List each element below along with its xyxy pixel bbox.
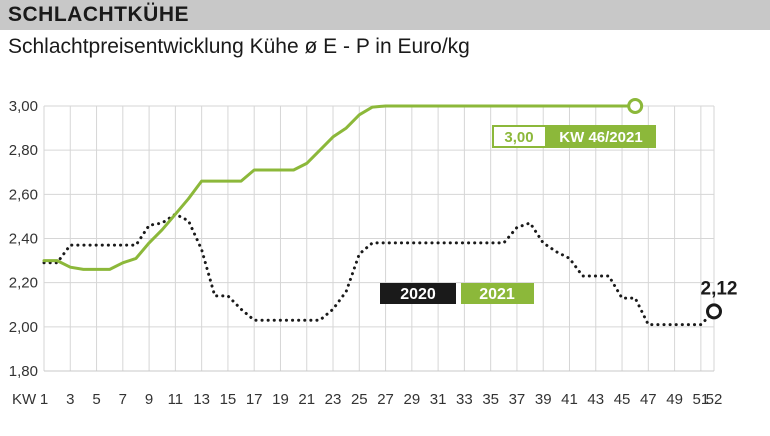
x-tick-label: 51 [693, 391, 710, 408]
y-tick-label: 3,00 [9, 98, 38, 115]
series-line-2021 [42, 104, 637, 271]
x-tick-label: 43 [587, 391, 604, 408]
y-tick-label: 2,80 [9, 142, 38, 159]
chart-title: Schlachtpreisentwicklung Kühe ø E - P in… [8, 35, 470, 58]
x-tick-label: 17 [246, 391, 263, 408]
x-tick-label: 39 [535, 391, 552, 408]
legend-swatch-2021 [461, 283, 534, 304]
end-value-label: 2,12 [701, 278, 738, 299]
series-line-2020 [42, 212, 716, 327]
x-tick-label: 47 [640, 391, 657, 408]
x-tick-label: 49 [666, 391, 683, 408]
x-tick-label: 25 [351, 391, 368, 408]
header-title: SCHLACHTKÜHE [8, 3, 189, 26]
x-axis-label: KW [12, 391, 37, 408]
x-tick-label: 13 [193, 391, 210, 408]
x-tick-label: 15 [220, 391, 237, 408]
x-tick-label: 35 [482, 391, 499, 408]
header-bar: SCHLACHTKÜHE [0, 0, 770, 30]
x-tick-label: 33 [456, 391, 473, 408]
legend-label-2020: 2020 [400, 286, 436, 303]
x-tick-label: 52 [706, 391, 723, 408]
y-tick-label: 1,80 [9, 363, 38, 380]
annotation-value: 3,00 [504, 129, 533, 146]
annotation-label-box [546, 125, 656, 148]
y-tick-label: 2,60 [9, 186, 38, 203]
x-tick-label: 23 [325, 391, 342, 408]
x-tick-label: 41 [561, 391, 578, 408]
x-tick-label: 21 [298, 391, 315, 408]
annotation-label: KW 46/2021 [559, 129, 642, 146]
y-tick-label: 2,40 [9, 231, 38, 248]
x-tick-label: 27 [377, 391, 394, 408]
x-tick-label: 9 [145, 391, 153, 408]
x-tick-label: 31 [430, 391, 447, 408]
x-tick-label: 19 [272, 391, 289, 408]
x-tick-label: 7 [119, 391, 127, 408]
x-tick-label: 5 [92, 391, 100, 408]
y-tick-label: 2,00 [9, 319, 38, 336]
series-end-marker-2020 [706, 303, 722, 320]
x-tick-label: 11 [168, 391, 184, 408]
x-tick-label: 3 [66, 391, 74, 408]
legend-label-2021: 2021 [479, 286, 515, 303]
series-end-marker-2021 [627, 98, 644, 114]
x-tick-label: 1 [40, 391, 48, 408]
x-tick-label: 45 [614, 391, 631, 408]
y-tick-label: 2,20 [9, 275, 38, 292]
x-tick-label: 37 [509, 391, 526, 408]
legend-swatch-2020 [380, 283, 456, 304]
x-tick-label: 29 [403, 391, 420, 408]
